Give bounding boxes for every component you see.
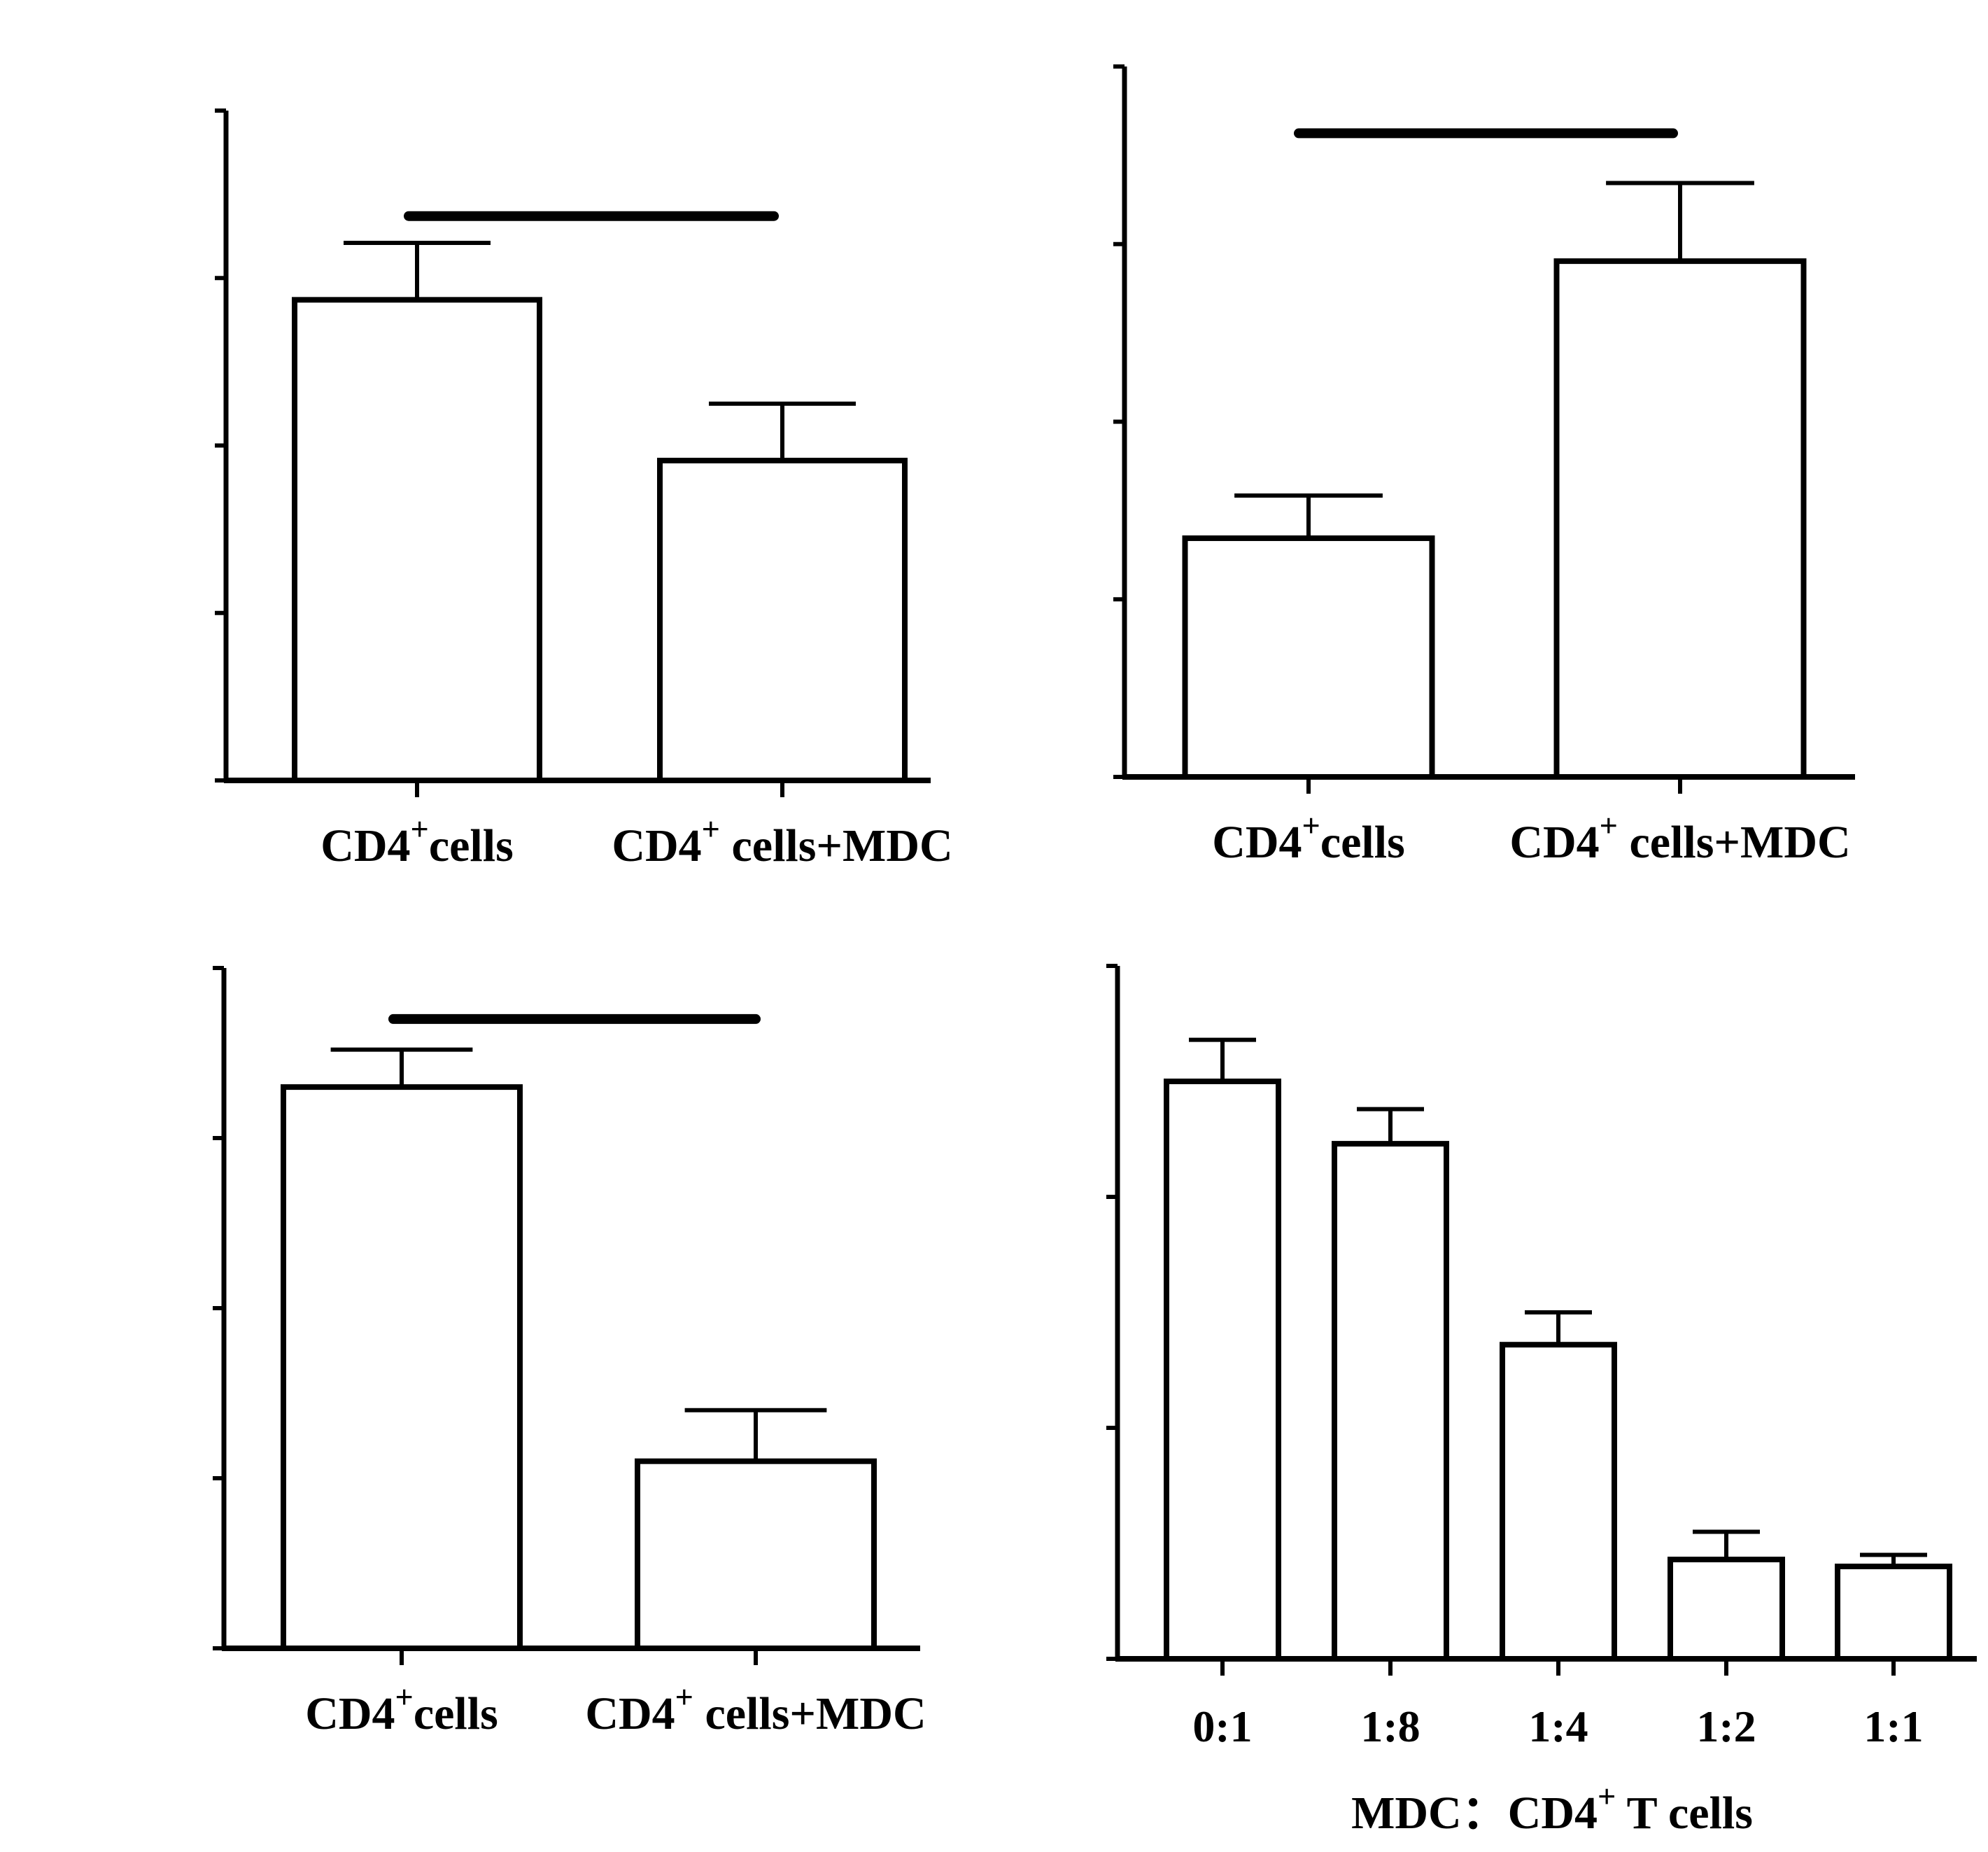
category-label: CD4+ cells+MDC bbox=[585, 1679, 926, 1739]
bar bbox=[657, 458, 908, 783]
category-label: 1:2 bbox=[1696, 1702, 1756, 1751]
bar bbox=[1182, 535, 1435, 780]
bar bbox=[1500, 1342, 1617, 1662]
category-label: 1:4 bbox=[1528, 1702, 1588, 1751]
category-label: CD4+cells bbox=[305, 1679, 498, 1739]
chart-panel-a2: CD4+cells CD4+ cells+MDC bbox=[1113, 64, 1855, 868]
category-label: CD4+ cells+MDC bbox=[1509, 808, 1850, 868]
bar bbox=[292, 297, 542, 784]
bar bbox=[281, 1084, 523, 1651]
chart-panel-a1: CD4+cells CD4+ cells+MDC bbox=[215, 108, 953, 871]
bar bbox=[1164, 1079, 1281, 1662]
bar bbox=[1835, 1564, 1952, 1662]
chart-panel-b: 0:1 1:8 1:4 1:2 1:1 MDC：CD4+ T cells bbox=[1106, 964, 1977, 1839]
bar bbox=[635, 1458, 877, 1651]
category-label: CD4+ cells+MDC bbox=[612, 811, 952, 871]
x-axis-title: MDC：CD4+ T cells bbox=[1351, 1779, 1753, 1839]
bar bbox=[1553, 258, 1807, 780]
category-label: 1:1 bbox=[1863, 1702, 1923, 1751]
category-label: 1:8 bbox=[1360, 1702, 1420, 1751]
bar bbox=[1332, 1141, 1449, 1662]
chart-panel-a3: CD4+cells CD4+ cells+MDC bbox=[213, 966, 926, 1739]
category-label: CD4+cells bbox=[1212, 808, 1405, 868]
category-label: CD4+cells bbox=[320, 811, 514, 871]
category-label: 0:1 bbox=[1192, 1702, 1252, 1751]
bar bbox=[1668, 1557, 1785, 1662]
